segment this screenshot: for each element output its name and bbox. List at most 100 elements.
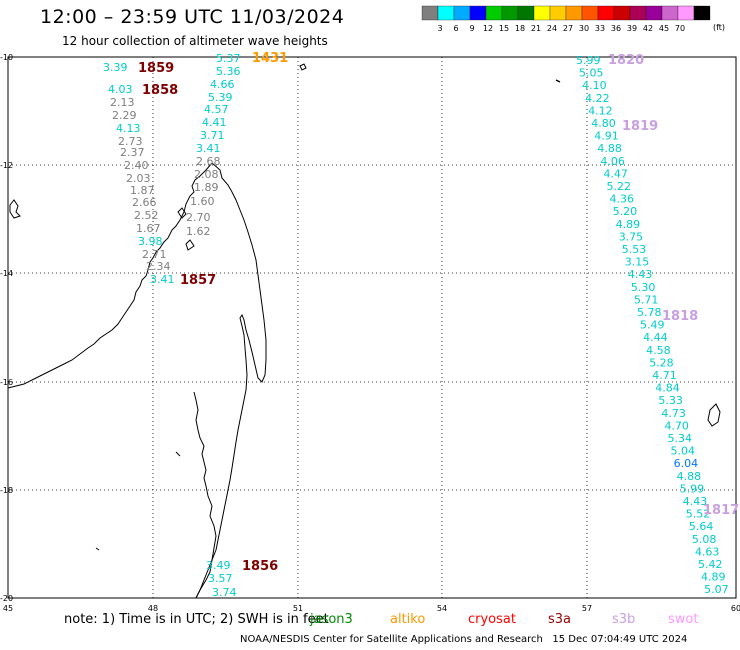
- wave-height-label: 4.57: [204, 103, 229, 116]
- wave-height-label: 3.15: [625, 256, 650, 269]
- lat-tick-label: -18: [0, 486, 13, 495]
- colorbar-tick-label: 45: [659, 24, 669, 33]
- colorbar-swatch: [629, 5, 647, 21]
- wave-height-label: 4.73: [661, 407, 686, 420]
- wave-height-label: 5.07: [704, 583, 729, 596]
- wave-height-label: 3.39: [103, 61, 128, 74]
- colorbar-tick-label: 30: [579, 24, 589, 33]
- colorbar-tick-label: 12: [483, 24, 493, 33]
- colorbar-swatch: [565, 5, 583, 21]
- wave-height-label: 4.44: [643, 331, 668, 344]
- graticule: [8, 57, 736, 598]
- lon-tick-label: 48: [148, 604, 158, 613]
- wave-height-label: 5.22: [607, 180, 632, 193]
- wave-height-label: 5.99: [680, 482, 705, 495]
- colorbar-tick-label: 3: [437, 24, 442, 33]
- pass-id-label: 1859: [138, 61, 174, 76]
- colorbar-swatch: [533, 5, 551, 21]
- pass-id-label: 1431: [252, 51, 288, 66]
- wave-height-label: 4.10: [582, 79, 607, 92]
- colorbar-swatch: [661, 5, 679, 21]
- colorbar-unit: (ft): [713, 23, 725, 32]
- wave-height-label: 1.87: [130, 184, 155, 197]
- wave-height-label: 2.68: [196, 155, 221, 168]
- axis-tick-labels: 45 48 51 54 57 60 -10 -12 -14 -16 -18 -20: [0, 53, 740, 613]
- agalega-island: [299, 63, 307, 71]
- wave-height-label: 2.29: [112, 109, 137, 122]
- mauritius-island: [707, 403, 721, 427]
- lon-tick-label: 57: [582, 604, 592, 613]
- pass-id-labels: 1859 1858 1431 1820 1819 1857 1818 1817 1856: [138, 51, 739, 574]
- wave-height-label: 4.91: [594, 130, 619, 143]
- colorbar-swatch: [613, 5, 631, 21]
- wave-height-label: 4.22: [585, 92, 610, 105]
- wave-height-label: 4.71: [652, 369, 677, 382]
- wave-height-label: 2.73: [118, 135, 143, 148]
- lat-tick-label: -20: [0, 594, 13, 603]
- wave-height-label: 1.67: [136, 222, 161, 235]
- wave-height-label: 4.84: [655, 382, 680, 395]
- colorbar-tick-label: 21: [531, 24, 541, 33]
- legend-item-altiko: altiko: [390, 612, 426, 627]
- lon-tick-label: 45: [3, 604, 13, 613]
- pass-id-label: 1856: [242, 559, 278, 574]
- wave-height-label: 6.04: [674, 457, 699, 470]
- lon-tick-label: 60: [731, 604, 740, 613]
- wave-height-label: 2.34: [146, 260, 171, 273]
- wave-height-label: 5.36: [216, 65, 241, 78]
- wave-height-label: 2.08: [194, 168, 219, 181]
- footer-credit: NOAA/NESDIS Center for Satellite Applica…: [240, 634, 687, 645]
- nosy-be-island: [185, 239, 195, 251]
- wave-height-label: 5.49: [640, 319, 665, 332]
- colorbar-tick-label: 15: [499, 24, 509, 33]
- footer-timestamp: 15 Dec 07:04:49 UTC 2024: [552, 634, 688, 645]
- wave-height-label: 4.41: [202, 116, 227, 129]
- pass-id-label: 1819: [622, 119, 658, 134]
- map-title: 12:00 – 23:59 UTC 11/03/2024: [40, 6, 345, 28]
- lat-tick-label: -14: [0, 269, 13, 278]
- credit-text: NOAA/NESDIS Center for Satellite Applica…: [240, 634, 543, 645]
- wave-height-label: 5.05: [579, 67, 604, 80]
- wave-height-label: 3.41: [150, 273, 175, 286]
- wave-height-label: 5.34: [668, 432, 693, 445]
- wave-height-label: 4.13: [116, 122, 141, 135]
- wave-height-label: 5.33: [658, 394, 683, 407]
- colorbar-swatch: [469, 5, 487, 21]
- colorbar-swatch: [645, 5, 663, 21]
- wave-height-label: 4.06: [600, 155, 625, 168]
- juan-de-nova-island: [175, 451, 181, 457]
- madagascar-southwest-coast: [193, 391, 217, 599]
- colorbar-tick-label: 42: [643, 24, 653, 33]
- wave-height-label: 3.57: [208, 572, 233, 585]
- wave-height-label: 1.60: [190, 195, 215, 208]
- colorbar-swatch: [549, 5, 567, 21]
- wave-height-label: 5.08: [692, 533, 717, 546]
- colorbar-tick-label: 24: [547, 24, 557, 33]
- wave-height-label: 4.70: [664, 419, 689, 432]
- colorbar: 3 6 9 12 15 18 21 24 27 30 33 36 39 42 45 70: [421, 5, 711, 33]
- wave-height-label: 3.41: [196, 142, 221, 155]
- wave-height-label: 3.74: [212, 586, 237, 599]
- colorbar-tick-label: 70: [675, 24, 685, 33]
- pass-id-label: 1858: [142, 83, 178, 98]
- wave-height-label: 4.80: [591, 117, 616, 130]
- wave-height-label: 5.71: [634, 293, 659, 306]
- wave-height-label: 3.71: [200, 129, 225, 142]
- wave-height-label: 2.37: [120, 146, 145, 159]
- pass-id-label: 1857: [180, 273, 216, 288]
- mayotte-island: [177, 207, 187, 219]
- map-subtitle: 12 hour collection of altimeter wave hei…: [62, 34, 328, 48]
- wave-height-label: 1.89: [194, 181, 219, 194]
- wave-height-label: 4.88: [677, 470, 702, 483]
- colorbar-swatch: [517, 5, 535, 21]
- colorbar-swatch: [693, 5, 711, 21]
- wave-height-label: 4.43: [683, 495, 708, 508]
- colorbar-tick-label: 36: [611, 24, 621, 33]
- wave-height-label: 4.89: [616, 218, 641, 231]
- pass-id-label: 1817: [703, 503, 739, 518]
- colorbar-swatch: [421, 5, 439, 21]
- madagascar-west-coast: [7, 162, 213, 389]
- wave-height-label: 2.66: [132, 196, 157, 209]
- wave-height-label: 5.28: [649, 356, 674, 369]
